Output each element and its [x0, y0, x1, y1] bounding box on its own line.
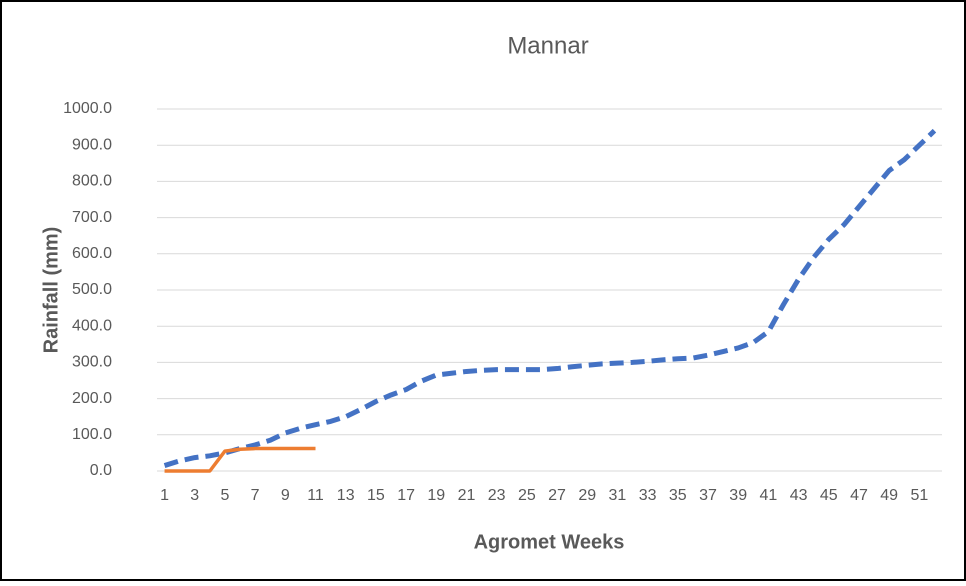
y-tick-label: 900.0 [72, 136, 112, 153]
x-tick-label: 31 [609, 487, 627, 504]
x-tick-label: 15 [367, 487, 385, 504]
series-line [163, 128, 937, 468]
y-tick-label: 600.0 [72, 245, 112, 262]
x-axis-title: Agromet Weeks [474, 531, 625, 553]
x-tick-label: 35 [669, 487, 687, 504]
y-tick-label: 1000.0 [63, 100, 112, 117]
x-tick-label: 43 [790, 487, 808, 504]
x-tick-label: 37 [699, 487, 717, 504]
y-tick-label: 0.0 [90, 462, 112, 479]
x-tick-label: 5 [220, 487, 229, 504]
x-tick-label: 27 [548, 487, 566, 504]
y-tick-label: 500.0 [72, 281, 112, 298]
x-tick-label: 29 [578, 487, 596, 504]
x-tick-label: 7 [251, 487, 260, 504]
y-tick-label: 700.0 [72, 209, 112, 226]
series-line [164, 446, 316, 473]
y-tick-label: 200.0 [72, 390, 112, 407]
y-tick-label: 300.0 [72, 354, 112, 371]
y-tick-label: 400.0 [72, 317, 112, 334]
x-tick-label: 9 [281, 487, 290, 504]
x-tick-label: 41 [759, 487, 777, 504]
x-tick-label: 21 [458, 487, 476, 504]
x-tick-label: 51 [910, 487, 928, 504]
x-tick-label: 17 [397, 487, 415, 504]
x-tick-label: 19 [427, 487, 445, 504]
x-tick-label: 13 [337, 487, 355, 504]
x-tick-label: 33 [639, 487, 657, 504]
x-tick-label: 3 [190, 487, 199, 504]
x-tick-label: 25 [518, 487, 536, 504]
x-tick-label: 49 [880, 487, 898, 504]
x-tick-label: 45 [820, 487, 838, 504]
x-tick-label: 39 [729, 487, 747, 504]
chart-title: Mannar [507, 32, 588, 59]
x-tick-label: 23 [488, 487, 506, 504]
x-tick-label: 11 [307, 487, 324, 504]
y-tick-label: 800.0 [72, 173, 112, 190]
x-tick-label: 47 [850, 487, 868, 504]
y-axis-title: Rainfall (mm) [40, 227, 62, 354]
x-tick-label: 1 [160, 487, 169, 504]
y-tick-label: 100.0 [72, 426, 112, 443]
